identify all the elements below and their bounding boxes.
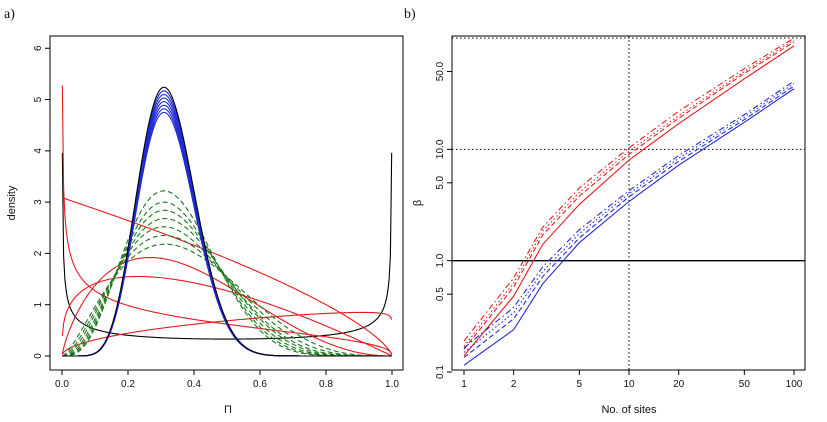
- panel-b-y-tick-label: 0.1: [435, 365, 446, 379]
- panel-b-series-red-dotted: [463, 39, 795, 347]
- panel-a-x-tick-label: 0.8: [319, 379, 333, 390]
- panel-a-series-red-density-2: [62, 197, 393, 355]
- panel-b-reference-lines: [452, 36, 805, 370]
- panel-b-y-tick-label: 0.5: [435, 287, 446, 301]
- panel-b-y-tick-label: 5.0: [435, 175, 446, 189]
- panel-b-x-tick-label: 50: [739, 379, 751, 390]
- panel-b-series: [463, 37, 795, 366]
- panel-a-series-blue-density-5: [62, 97, 392, 357]
- panel-b: b) 1 2 5 10 20 50 100 0.1 0.5 1.0 5.0 10.0 50.0 No. …: [404, 7, 806, 416]
- panel-b-series-blue-dotted: [463, 83, 795, 353]
- panel-b-series-blue-solid: [463, 88, 795, 366]
- panel-a-y-tick-label: 3: [33, 199, 44, 205]
- panel-b-y-tick-label: 1.0: [435, 253, 446, 267]
- panel-a-series-green-dashed-2: [62, 234, 392, 357]
- panel-a-series-blue-density-6: [62, 93, 392, 357]
- panel-a-series-green-dashed-1: [62, 243, 392, 357]
- panel-a-series-green-dashed-7: [62, 190, 392, 357]
- panel-a-label: a): [4, 7, 15, 22]
- panel-a-series-red-density-3: [61, 275, 392, 357]
- panel-a-y-tick-label: 5: [33, 96, 44, 102]
- panel-a-x-tick-label: 0.2: [121, 379, 135, 390]
- panel-a-series-green-dashed-5: [62, 209, 392, 357]
- panel-a-y-tick-label: 6: [33, 45, 44, 51]
- panel-a-series-blue-density-3: [62, 104, 392, 357]
- panel-a-series-blue-density-7: [62, 90, 392, 357]
- panel-b-series-blue-dash-dot: [463, 80, 795, 349]
- panel-a-y-tick-label: 2: [33, 250, 44, 256]
- panel-b-x-axis-title: No. of sites: [601, 404, 657, 416]
- panel-a-y-tick-label: 0: [33, 353, 44, 359]
- panel-b-axes: 1 2 5 10 20 50 100 0.1 0.5 1.0 5.0 10.0 50.0: [435, 61, 803, 390]
- panel-a-series-green-dashed-3: [62, 226, 392, 357]
- panel-a-y-axis-title: density: [6, 185, 18, 220]
- panel-a-y-tick-label: 4: [33, 148, 44, 154]
- panel-a-series-red-density-4: [61, 256, 392, 357]
- panel-b-y-tick-label: 10.0: [435, 139, 446, 159]
- panel-b-x-tick-label: 5: [577, 379, 583, 390]
- panel-b-x-tick-label: 1: [461, 379, 467, 390]
- panel-a-y-tick-label: 1: [33, 301, 44, 307]
- panel-a-series-black-u-shaped-density: [61, 152, 393, 340]
- panel-a-x-tick-label: 0.0: [55, 379, 69, 390]
- panel-a-series-blue-density-8-black-outline: [62, 86, 392, 357]
- panel-b-x-tick-label: 100: [786, 379, 803, 390]
- panel-b-x-tick-label: 2: [511, 379, 517, 390]
- panel-a-x-tick-label: 1.0: [385, 379, 399, 390]
- panel-a: a) 0.0 0.2 0.4 0.6 0.8 1.0 0 1 2 3 4 5 6 Π density: [4, 7, 404, 416]
- panel-a-axes: 0.0 0.2 0.4 0.6 0.8 1.0 0 1 2 3 4 5 6: [33, 45, 399, 390]
- panel-b-x-tick-label: 20: [673, 379, 685, 390]
- panel-b-y-axis-title: β: [412, 200, 424, 206]
- panel-b-label: b): [404, 7, 416, 22]
- panel-b-y-tick-label: 50.0: [435, 61, 446, 81]
- panel-b-series-red-solid: [463, 45, 795, 357]
- panel-a-x-tick-label: 0.6: [253, 379, 267, 390]
- panel-a-x-axis-title: Π: [224, 404, 232, 416]
- panel-b-x-tick-label: 10: [623, 379, 635, 390]
- panel-a-x-tick-label: 0.4: [187, 379, 201, 390]
- panel-a-series-blue-density-4: [62, 101, 392, 357]
- panel-b-series-red-dash-dot: [463, 37, 795, 342]
- panel-a-series-blue-density-2: [62, 108, 392, 357]
- panel-a-series-green-dashed-4: [62, 217, 392, 357]
- panel-a-plot-frame: [49, 35, 404, 371]
- panel-a-series-blue-density-1: [62, 111, 392, 357]
- panel-b-series-red-dashed: [463, 41, 795, 350]
- panel-a-series: [61, 85, 393, 357]
